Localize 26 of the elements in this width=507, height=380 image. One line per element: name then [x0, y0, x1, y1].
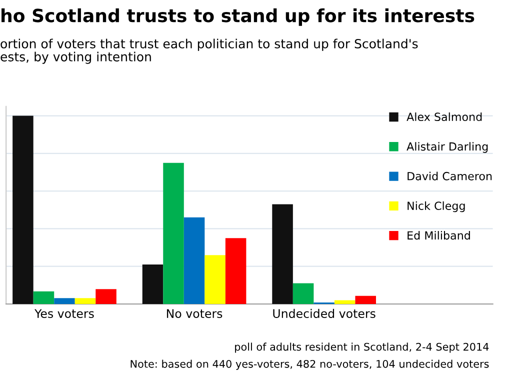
bar [334, 300, 356, 304]
bar [142, 264, 164, 304]
chart-subtitle: ortion of voters that trust each politician to stand up for Scotland's ests, by voting intention [0, 38, 418, 64]
legend-label: Alistair Darling [406, 142, 488, 153]
text: Note: based on 440 yes-voters, 482 no-voters, 104 undecided voters [130, 360, 489, 370]
bar [355, 296, 376, 304]
legend-label: Alex Salmond [406, 112, 482, 122]
bar [96, 289, 116, 304]
bar [54, 298, 75, 304]
x-tick-label: Yes voters [34, 309, 94, 318]
bar [184, 217, 205, 304]
bar [204, 255, 226, 304]
legend-label: David Cameron [408, 172, 492, 180]
chart-title: ho Scotland trusts to stand up for its interests [2, 8, 474, 26]
bar [163, 162, 184, 304]
bar [12, 116, 34, 304]
bar [292, 283, 314, 304]
bar [225, 238, 246, 304]
legend-label: Nick Clegg [408, 201, 465, 212]
x-tick-label: Undecided voters [273, 308, 376, 318]
x-tick-label: No voters [166, 309, 222, 318]
bar [272, 204, 293, 304]
text: poll of adults resident in Scotland, 2-4 Sept 2014 [235, 342, 489, 353]
legend-label: Ed Miliband [408, 231, 470, 240]
bar [33, 291, 54, 304]
bar [74, 298, 96, 304]
